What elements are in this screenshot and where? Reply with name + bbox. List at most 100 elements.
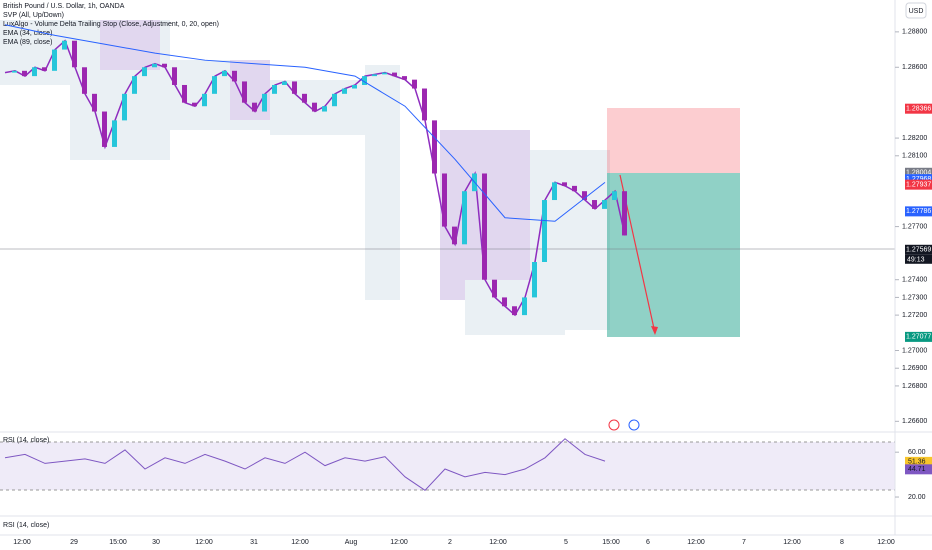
candle [612, 191, 617, 201]
price-badge-label: 1.27077 [906, 334, 931, 341]
rsi-tick-label: 60.00 [908, 449, 926, 456]
candle [342, 88, 347, 94]
candle [422, 88, 427, 121]
candle [242, 81, 247, 103]
candle [32, 67, 37, 77]
ema-series [4, 24, 606, 222]
candle [162, 63, 167, 68]
candle [222, 70, 227, 77]
candle [362, 76, 367, 85]
currency-label[interactable]: USD [909, 8, 924, 15]
price-badge [905, 103, 932, 114]
x-tick-label: 12:00 [13, 539, 31, 546]
x-tick-label: 15:00 [602, 539, 620, 546]
candle [312, 102, 317, 112]
candle [382, 72, 387, 75]
candle [402, 76, 407, 80]
candle [622, 191, 627, 236]
price-badge [905, 179, 932, 190]
candle [552, 182, 557, 201]
candle [192, 102, 197, 107]
x-tick-label: 29 [70, 539, 78, 546]
candle [372, 74, 377, 77]
candle [542, 200, 547, 263]
candle [292, 81, 297, 94]
candle [412, 79, 417, 89]
price-badge-label: 1.27786 [906, 208, 931, 215]
price-badge [905, 331, 932, 342]
y-tick-label: 1.27400 [902, 277, 927, 284]
x-tick-label: 5 [564, 539, 568, 546]
candle [92, 93, 97, 112]
candle [182, 84, 187, 103]
candle [72, 40, 77, 68]
candle [12, 70, 17, 73]
event-icon[interactable] [628, 419, 640, 431]
candle [522, 297, 527, 316]
event-icon[interactable] [608, 419, 620, 431]
legend-line: SVP (All, Up/Down) [3, 12, 64, 19]
y-tick-label: 1.28800 [902, 29, 927, 36]
candle [572, 185, 577, 192]
y-tick-label: 1.26900 [902, 365, 927, 372]
rsi-badge [905, 464, 932, 475]
countdown-bg [905, 254, 932, 264]
candle [212, 76, 217, 94]
stop-zone [607, 108, 740, 173]
x-tick-label: 12:00 [390, 539, 408, 546]
candle [272, 84, 277, 94]
x-tick-label: 12:00 [783, 539, 801, 546]
y-tick-label: 1.26600 [902, 418, 927, 425]
candle [262, 93, 267, 112]
candle [132, 76, 137, 94]
x-tick-label: 7 [742, 539, 746, 546]
y-tick-label: 1.28100 [902, 153, 927, 160]
candle [22, 70, 27, 77]
price-badge-label: 1.27569 [906, 247, 931, 254]
candle [392, 72, 397, 77]
price-badge [905, 167, 932, 178]
price-badge [905, 174, 932, 185]
x-tick-label: 15:00 [109, 539, 127, 546]
candle [102, 111, 107, 147]
x-tick-label: 6 [646, 539, 650, 546]
x-tick-label: 12:00 [877, 539, 895, 546]
rsi-badge-label: 44.71 [908, 466, 926, 473]
candle [142, 67, 147, 77]
x-tick-label: 2 [448, 539, 452, 546]
price-badge-label: 1.27968 [906, 176, 931, 183]
legend-line: EMA (89, close) [3, 39, 52, 46]
candle [332, 93, 337, 107]
y-tick-label: 1.27000 [902, 347, 927, 354]
candle [452, 226, 457, 245]
legend-line: EMA (34, close) [3, 30, 52, 37]
candle [202, 93, 207, 107]
legend-line: British Pound / U.S. Dollar, 1h, OANDA [3, 3, 125, 10]
x-tick-label: 12:00 [291, 539, 309, 546]
candle [42, 67, 47, 71]
x-tick-label: 12:00 [195, 539, 213, 546]
rsi-band [0, 442, 895, 490]
price-badge-label: 1.27937 [906, 181, 931, 188]
arrow-head [651, 326, 658, 335]
y-tick-label: 1.28200 [902, 135, 927, 142]
currency-button[interactable] [905, 2, 927, 19]
candle [512, 306, 517, 316]
rsi-badge-label: 51.36 [908, 459, 926, 466]
rsi-badge [905, 456, 932, 467]
candle [232, 70, 237, 82]
candle [482, 173, 487, 280]
candle [322, 106, 327, 112]
candle [492, 279, 497, 298]
candle [352, 84, 357, 89]
x-tick-label: Aug [345, 539, 358, 546]
x-tick-label: 8 [840, 539, 844, 546]
target-zone [607, 173, 740, 337]
y-tick-label: 1.28600 [902, 64, 927, 71]
candle [462, 191, 467, 245]
candle [82, 67, 87, 94]
y-tick-label: 1.26800 [902, 383, 927, 390]
x-tick-label: 31 [250, 539, 258, 546]
candle [252, 102, 257, 112]
candle [172, 67, 177, 85]
